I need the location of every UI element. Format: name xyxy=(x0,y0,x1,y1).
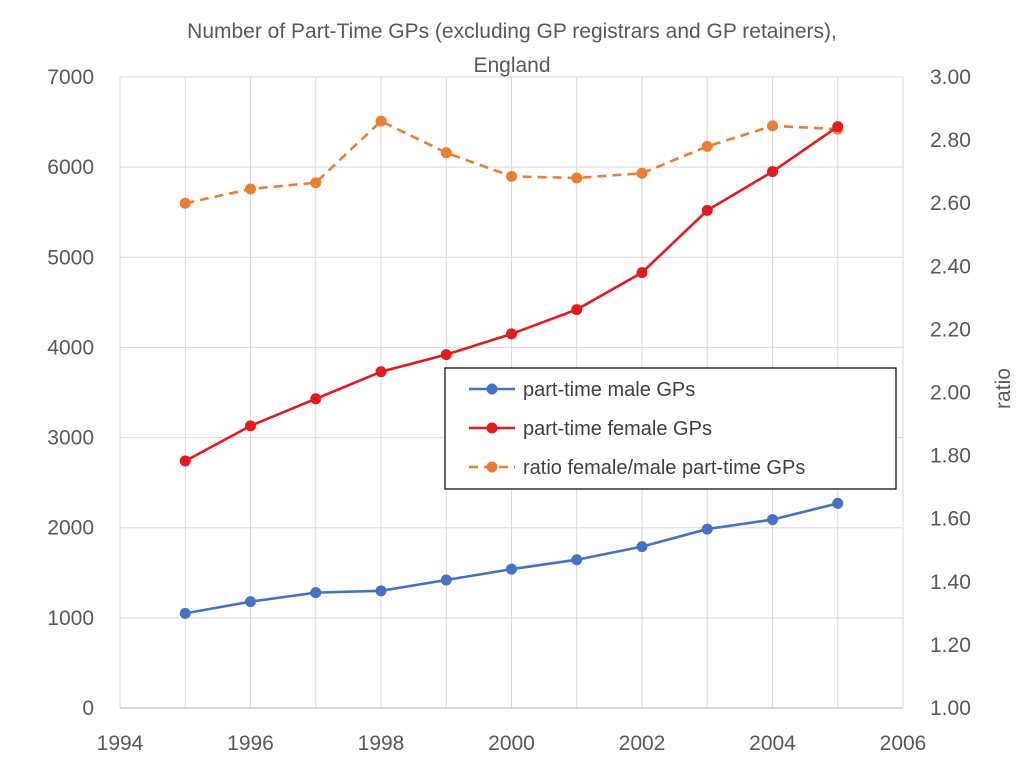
series-1-point xyxy=(701,523,713,535)
series-layer xyxy=(179,115,844,619)
y2-tick-label: 2.40 xyxy=(930,255,971,278)
series-1-point xyxy=(310,587,322,599)
y2-tick-label: 1.00 xyxy=(930,697,971,720)
y2-tick-label: 1.80 xyxy=(930,445,971,468)
series-3-point xyxy=(571,172,583,184)
series-1-point xyxy=(506,563,517,575)
legend-swatch-marker xyxy=(486,461,498,473)
y2-tick-label: 1.20 xyxy=(930,634,971,657)
series-3-point xyxy=(701,140,713,152)
y2-axis-title: ratio xyxy=(992,368,1015,409)
series-1-point xyxy=(179,607,191,619)
legend-label: ratio female/male part-time GPs xyxy=(523,457,805,479)
y-tick-label: 1000 xyxy=(47,607,94,630)
series-3-point xyxy=(375,115,387,127)
series-2-point xyxy=(179,455,191,467)
series-2-point xyxy=(440,349,452,361)
y2-tick-label: 1.60 xyxy=(930,508,971,531)
legend: part-time male GPs part-time female GPs ra… xyxy=(444,367,897,490)
series-3-point xyxy=(506,170,517,182)
series-1-point xyxy=(767,514,778,526)
y-tick-label: 5000 xyxy=(47,246,94,269)
series-1-point xyxy=(571,554,583,566)
x-tick-label: 1994 xyxy=(97,732,144,755)
chart-title-line-2: England xyxy=(473,54,550,77)
series-2-point xyxy=(375,366,387,378)
series-2-point xyxy=(636,267,648,279)
y-tick-label: 4000 xyxy=(47,336,94,359)
y-tick-label: 3000 xyxy=(47,427,94,450)
series-3-point xyxy=(179,197,191,209)
series-1-point xyxy=(440,574,452,586)
y-tick-label: 0 xyxy=(82,697,94,720)
x-tick-label: 2000 xyxy=(488,732,535,755)
y-tick-label: 6000 xyxy=(47,156,94,179)
legend-box xyxy=(444,367,897,490)
x-tick-label: 1996 xyxy=(227,732,274,755)
series-2-point xyxy=(767,166,778,178)
legend-label: part-time male GPs xyxy=(523,379,695,401)
y-tick-label: 7000 xyxy=(47,66,94,89)
series-2-point xyxy=(245,420,256,432)
legend-swatch-marker xyxy=(486,383,498,395)
y2-axis-ticks: 1.00 1.20 1.40 1.60 1.80 2.00 2.20 2.40 2.60 2.80… xyxy=(930,66,971,720)
x-tick-label: 2006 xyxy=(880,732,927,755)
y2-tick-label: 2.00 xyxy=(930,382,971,405)
y-tick-label: 2000 xyxy=(47,517,94,540)
x-tick-label: 2004 xyxy=(749,732,796,755)
x-axis-ticks: 1994 1996 1998 2000 2002 2004 2006 xyxy=(97,732,927,755)
legend-label: part-time female GPs xyxy=(523,418,712,440)
series-2-point xyxy=(310,393,322,405)
y-axis-ticks: 0 1000 2000 3000 4000 5000 6000 7000 xyxy=(47,66,94,720)
y2-tick-label: 2.60 xyxy=(930,192,971,215)
series-3-point xyxy=(440,147,452,159)
series-1-point xyxy=(245,596,256,608)
x-tick-label: 2002 xyxy=(619,732,666,755)
y2-tick-label: 1.40 xyxy=(930,571,971,594)
series-1-point xyxy=(636,541,648,553)
y2-tick-label: 2.80 xyxy=(930,129,971,152)
series-1-point xyxy=(375,585,387,597)
series-3-point xyxy=(767,120,778,132)
x-tick-label: 1998 xyxy=(358,732,405,755)
series-3-point xyxy=(310,177,322,189)
series-3-point xyxy=(245,183,256,195)
y2-tick-label: 2.20 xyxy=(930,318,971,341)
series-2-point xyxy=(832,121,844,133)
series-3-point xyxy=(636,167,648,179)
series-2-point xyxy=(571,304,583,316)
y2-tick-label: 3.00 xyxy=(930,66,971,89)
series-2-point xyxy=(701,204,713,216)
series-2-point xyxy=(506,328,517,340)
legend-swatch-marker xyxy=(486,422,498,434)
series-1-point xyxy=(832,497,844,509)
chart-title-line-1: Number of Part-Time GPs (excluding GP re… xyxy=(187,20,837,43)
